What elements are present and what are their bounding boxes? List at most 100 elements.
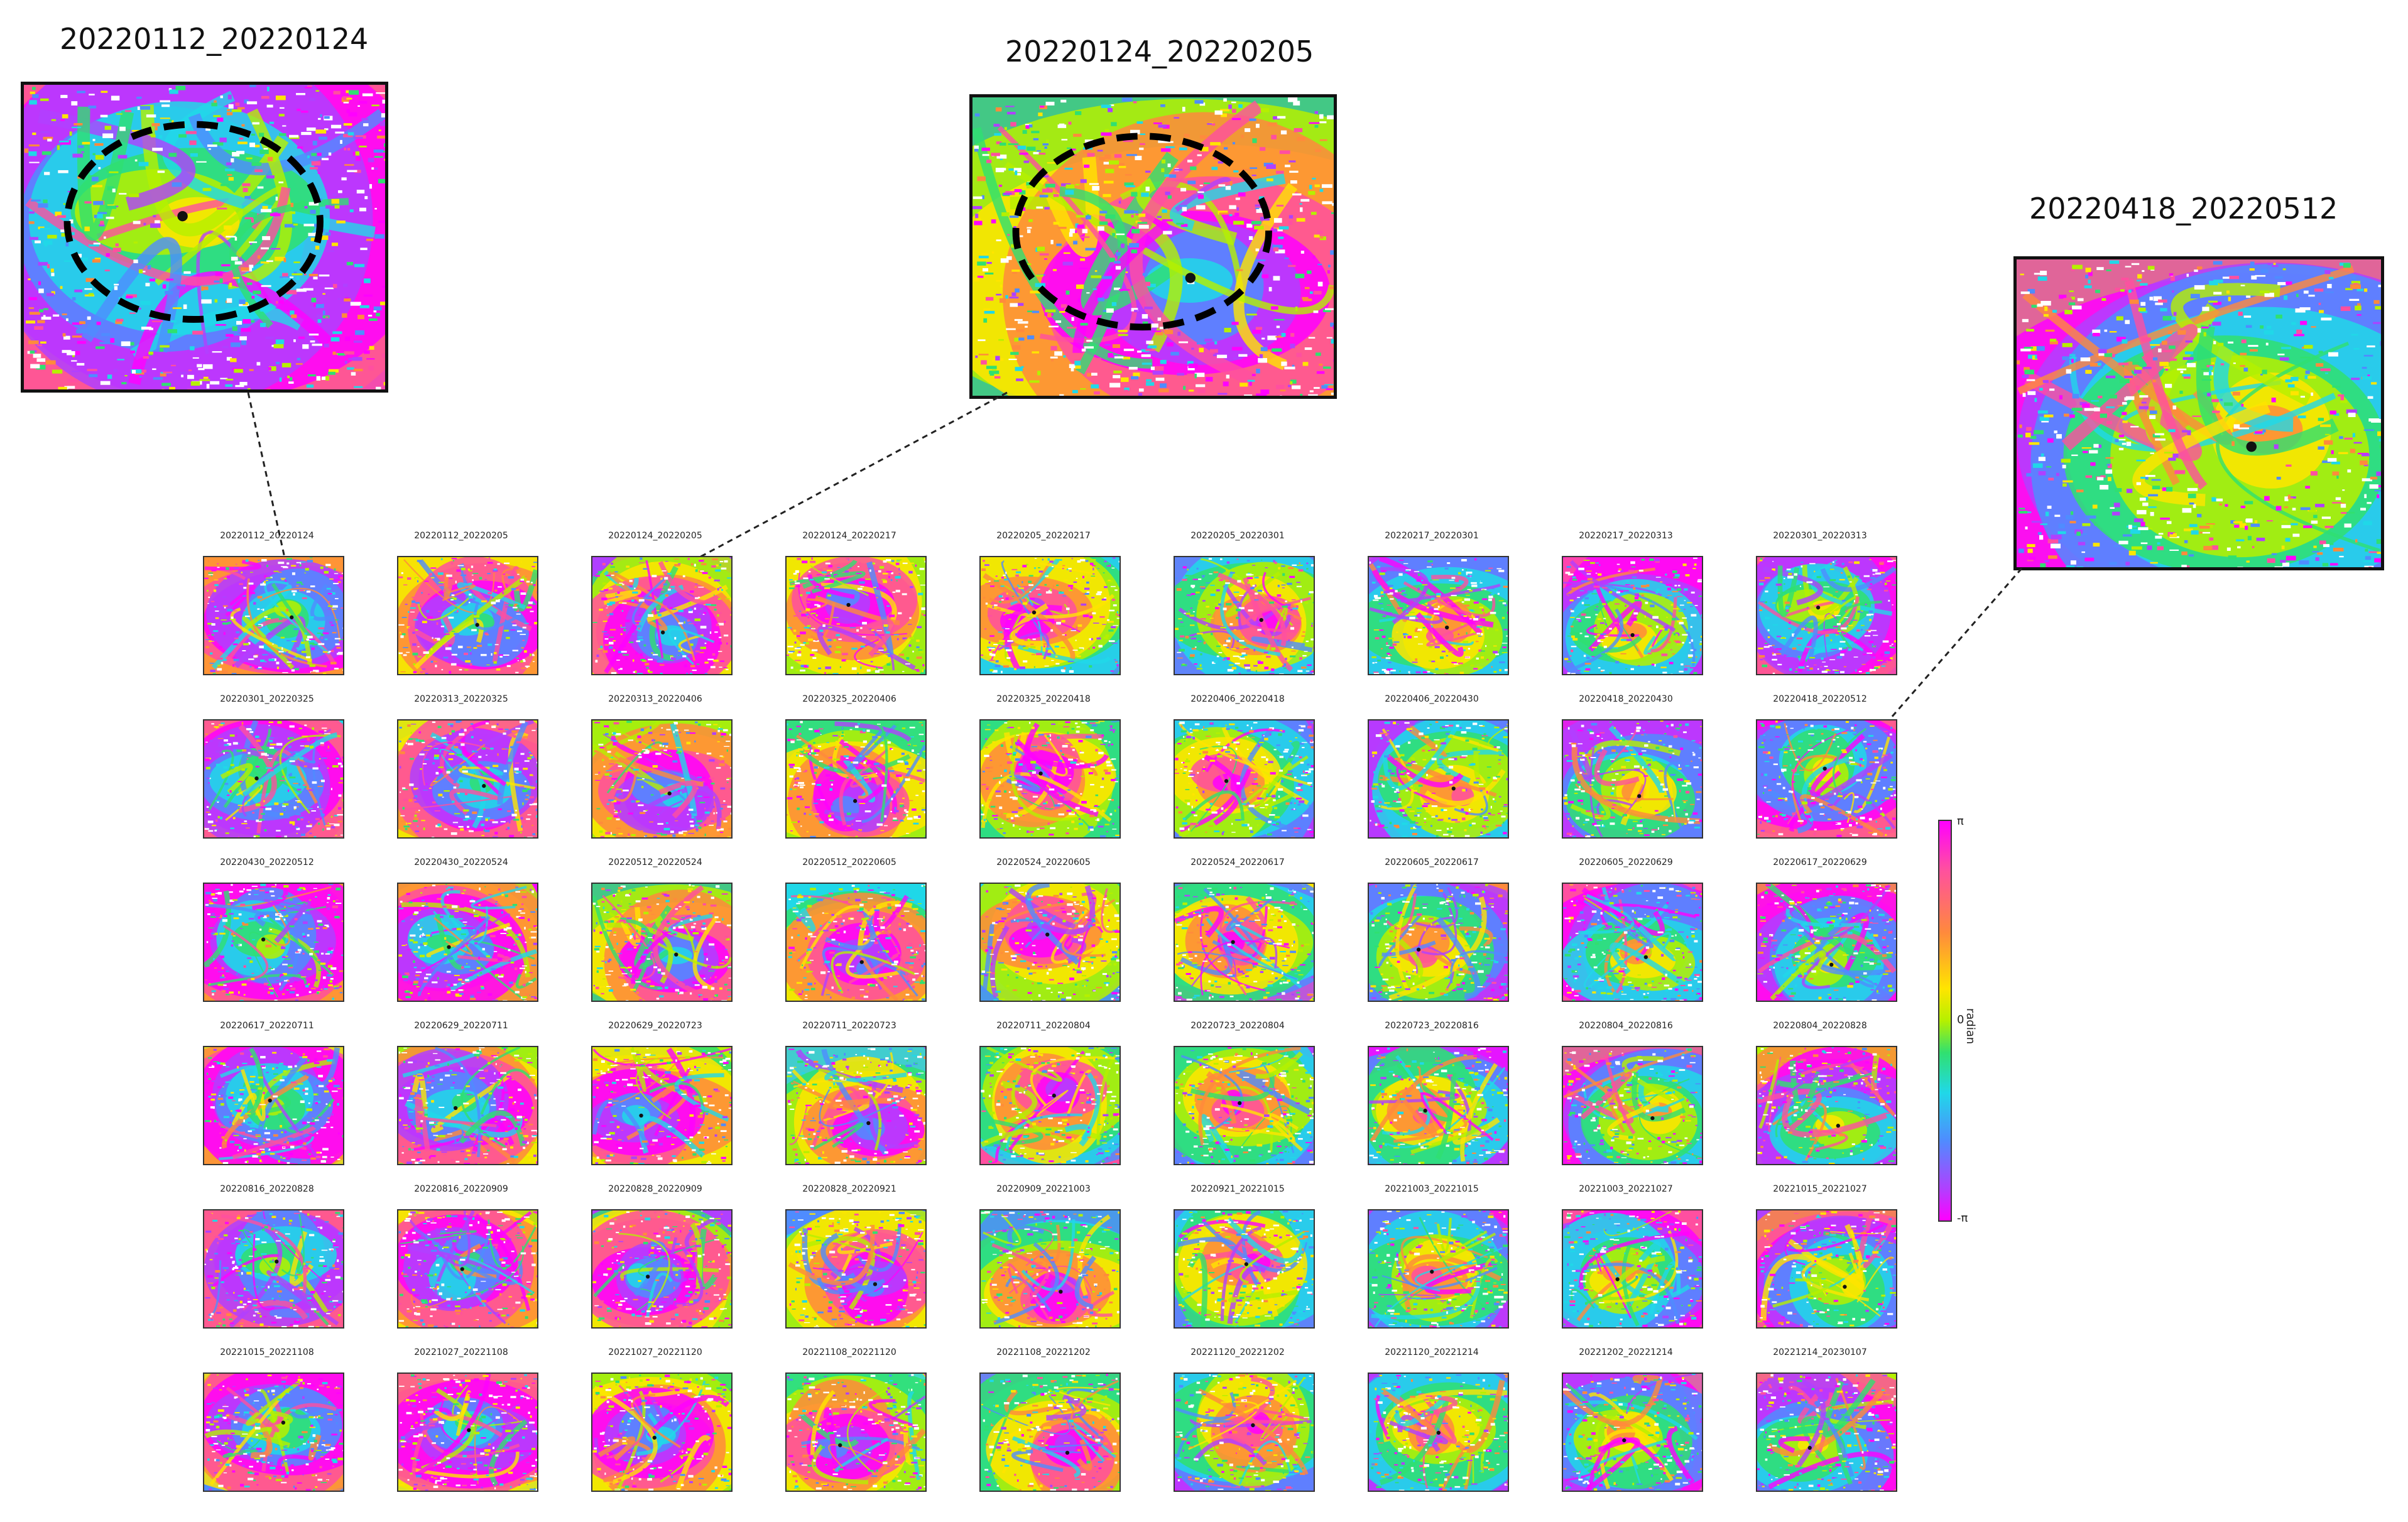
interferogram-thumbnail xyxy=(1368,1209,1509,1329)
grid-cell[interactable]: 20220512_20220605 xyxy=(777,857,934,1014)
grid-cell[interactable]: 20220629_20220723 xyxy=(583,1021,740,1178)
interferogram-image xyxy=(398,1374,537,1491)
interferogram-image xyxy=(1757,1047,1896,1164)
interferogram-thumbnail xyxy=(1562,1209,1703,1329)
grid-cell[interactable]: 20221202_20221214 xyxy=(1554,1347,1711,1504)
grid-cell[interactable]: 20221015_20221027 xyxy=(1748,1184,1905,1341)
grid-cell[interactable]: 20221214_20230107 xyxy=(1748,1347,1905,1504)
grid-cell[interactable]: 20220124_20220217 xyxy=(777,531,934,688)
grid-cell-label: 20220921_20221015 xyxy=(1190,1184,1285,1194)
grid-cell[interactable]: 20220325_20220406 xyxy=(777,694,934,851)
interferogram-thumbnail xyxy=(785,719,927,839)
interferogram-thumbnail xyxy=(397,1373,538,1492)
grid-cell[interactable]: 20221120_20221214 xyxy=(1359,1347,1517,1504)
grid-cell[interactable]: 20220217_20220301 xyxy=(1359,531,1517,688)
grid-cell-label: 20220430_20220512 xyxy=(220,857,314,867)
grid-cell[interactable]: 20220804_20220816 xyxy=(1554,1021,1711,1178)
grid-cell-label: 20220205_20220301 xyxy=(1190,531,1285,541)
grid-cell[interactable]: 20220723_20220804 xyxy=(1165,1021,1322,1178)
grid-cell[interactable]: 20220605_20220617 xyxy=(1359,857,1517,1014)
zoom-panel-3[interactable] xyxy=(2013,256,2384,570)
interferogram-image xyxy=(1369,557,1508,674)
interferogram-thumbnail xyxy=(591,719,733,839)
grid-cell[interactable]: 20220723_20220816 xyxy=(1359,1021,1517,1178)
interferogram-thumbnail xyxy=(203,556,344,675)
grid-cell-label: 20220301_20220313 xyxy=(1773,531,1867,541)
grid-cell[interactable]: 20221003_20221027 xyxy=(1554,1184,1711,1341)
grid-cell[interactable]: 20220205_20220301 xyxy=(1165,531,1322,688)
grid-cell[interactable]: 20220512_20220524 xyxy=(583,857,740,1014)
grid-cell[interactable]: 20221027_20221108 xyxy=(389,1347,546,1504)
grid-cell[interactable]: 20220406_20220418 xyxy=(1165,694,1322,851)
grid-cell[interactable]: 20220301_20220325 xyxy=(195,694,352,851)
grid-cell[interactable]: 20220617_20220711 xyxy=(195,1021,352,1178)
grid-cell[interactable]: 20220828_20220909 xyxy=(583,1184,740,1341)
grid-cell[interactable]: 20220816_20220909 xyxy=(389,1184,546,1341)
grid-cell-label: 20220217_20220301 xyxy=(1385,531,1479,541)
grid-cell[interactable]: 20220418_20220430 xyxy=(1554,694,1711,851)
interferogram-image xyxy=(787,1047,925,1164)
grid-cell[interactable]: 20220909_20221003 xyxy=(971,1184,1128,1341)
grid-cell[interactable]: 20220921_20221015 xyxy=(1165,1184,1322,1341)
grid-cell-label: 20220325_20220406 xyxy=(802,694,896,704)
grid-cell[interactable]: 20220406_20220430 xyxy=(1359,694,1517,851)
grid-cell[interactable]: 20220617_20220629 xyxy=(1748,857,1905,1014)
interferogram-image xyxy=(981,1047,1120,1164)
colorbar-gradient xyxy=(1938,820,1952,1222)
interferogram-thumbnail xyxy=(979,556,1121,675)
grid-cell[interactable]: 20221027_20221120 xyxy=(583,1347,740,1504)
grid-cell-label: 20220629_20220723 xyxy=(608,1021,702,1031)
grid-cell[interactable]: 20220605_20220629 xyxy=(1554,857,1711,1014)
grid-cell[interactable]: 20220430_20220512 xyxy=(195,857,352,1014)
interferogram-image xyxy=(1175,557,1314,674)
grid-cell[interactable]: 20220217_20220313 xyxy=(1554,531,1711,688)
grid-cell-label: 20220524_20220605 xyxy=(996,857,1091,867)
colorbar-label: radian xyxy=(1964,1008,1977,1045)
interferogram-image xyxy=(981,884,1120,1001)
grid-cell[interactable]: 20220711_20220723 xyxy=(777,1021,934,1178)
grid-cell[interactable]: 20220828_20220921 xyxy=(777,1184,934,1341)
interferogram-image xyxy=(1175,1210,1314,1327)
grid-cell-label: 20220804_20220828 xyxy=(1773,1021,1867,1031)
zoom-panel-1[interactable] xyxy=(21,82,388,393)
grid-cell-label: 20220723_20220816 xyxy=(1385,1021,1479,1031)
interferogram-zoom-2 xyxy=(972,97,1334,396)
zoom-title-3: 20220418_20220512 xyxy=(2029,192,2338,226)
grid-cell-label: 20221108_20221120 xyxy=(802,1347,896,1357)
grid-cell[interactable]: 20220524_20220605 xyxy=(971,857,1128,1014)
grid-cell[interactable]: 20220816_20220828 xyxy=(195,1184,352,1341)
interferogram-image xyxy=(1757,720,1896,837)
grid-cell-label: 20221027_20221108 xyxy=(414,1347,508,1357)
interferogram-image xyxy=(1369,1374,1508,1491)
interferogram-thumbnail xyxy=(397,1209,538,1329)
grid-cell[interactable]: 20221108_20221120 xyxy=(777,1347,934,1504)
interferogram-image xyxy=(592,1047,731,1164)
grid-cell[interactable]: 20220301_20220313 xyxy=(1748,531,1905,688)
grid-cell[interactable]: 20220804_20220828 xyxy=(1748,1021,1905,1178)
grid-cell[interactable]: 20220112_20220205 xyxy=(389,531,546,688)
grid-cell-label: 20220512_20220524 xyxy=(608,857,702,867)
colorbar-top-tick: π xyxy=(1957,815,1964,828)
grid-cell[interactable]: 20220325_20220418 xyxy=(971,694,1128,851)
interferogram-thumbnail xyxy=(1756,1046,1897,1165)
grid-cell-label: 20221003_20221015 xyxy=(1385,1184,1479,1194)
grid-cell[interactable]: 20220629_20220711 xyxy=(389,1021,546,1178)
grid-cell[interactable]: 20220313_20220325 xyxy=(389,694,546,851)
grid-cell[interactable]: 20221108_20221202 xyxy=(971,1347,1128,1504)
grid-cell[interactable]: 20220112_20220124 xyxy=(195,531,352,688)
grid-cell[interactable]: 20220124_20220205 xyxy=(583,531,740,688)
interferogram-thumbnail xyxy=(1174,1046,1315,1165)
grid-cell[interactable]: 20221120_20221202 xyxy=(1165,1347,1322,1504)
interferogram-thumbnail xyxy=(203,719,344,839)
grid-cell-label: 20221214_20230107 xyxy=(1773,1347,1867,1357)
zoom-panel-2[interactable] xyxy=(969,94,1337,399)
grid-cell[interactable]: 20221003_20221015 xyxy=(1359,1184,1517,1341)
interferogram-image xyxy=(204,1374,343,1491)
grid-cell[interactable]: 20220313_20220406 xyxy=(583,694,740,851)
grid-cell[interactable]: 20220205_20220217 xyxy=(971,531,1128,688)
grid-cell[interactable]: 20220430_20220524 xyxy=(389,857,546,1014)
grid-cell[interactable]: 20220418_20220512 xyxy=(1748,694,1905,851)
grid-cell[interactable]: 20220711_20220804 xyxy=(971,1021,1128,1178)
grid-cell[interactable]: 20220524_20220617 xyxy=(1165,857,1322,1014)
grid-cell[interactable]: 20221015_20221108 xyxy=(195,1347,352,1504)
